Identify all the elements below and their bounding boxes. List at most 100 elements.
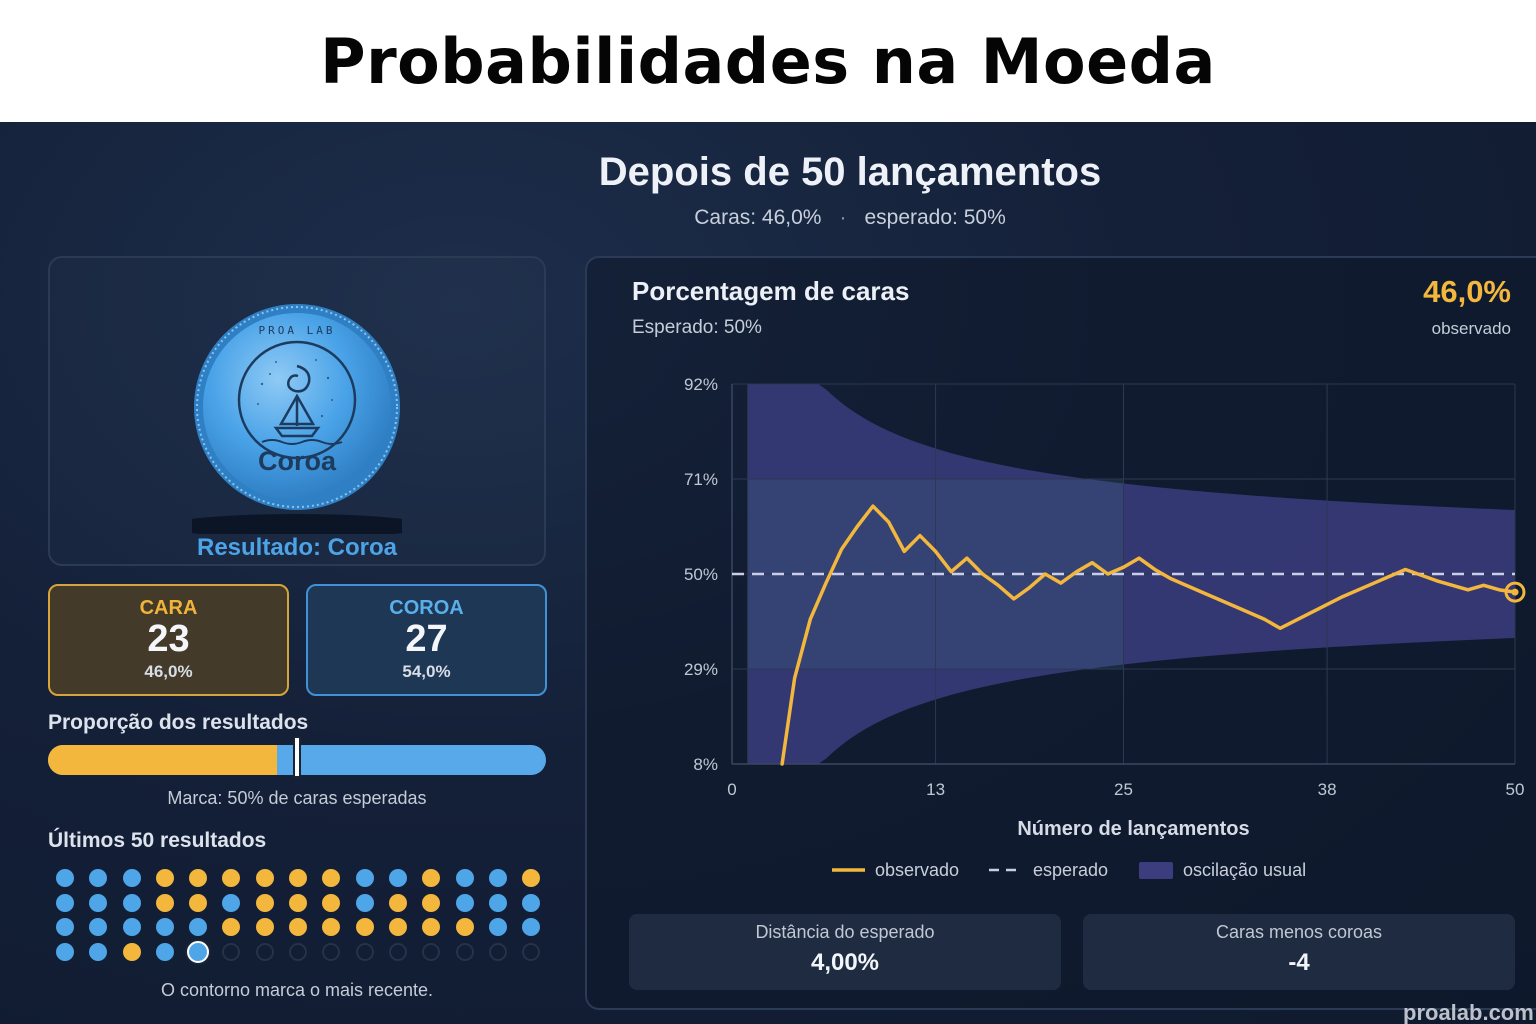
- coin-inner-ring: [237, 340, 357, 460]
- history-dot-tails: [222, 893, 241, 912]
- history-dot-heads: [189, 893, 208, 912]
- tails-count-card: COROA 27 54,0%: [306, 584, 547, 696]
- history-title: Últimos 50 resultados: [48, 829, 267, 852]
- history-dot-empty: [522, 942, 541, 961]
- history-dot-heads: [155, 869, 174, 887]
- proportion-heads-fill: [48, 745, 278, 775]
- y-tick-label: 29%: [684, 660, 718, 679]
- history-dot-heads: [222, 918, 241, 936]
- history-grid: [56, 869, 541, 963]
- history-dot-tails: [488, 869, 507, 887]
- history-dot-empty: [422, 942, 441, 961]
- history-dot-tails: [355, 869, 374, 887]
- coin-brand-text: PROA LAB: [259, 324, 336, 337]
- heads-percent: 46,0%: [144, 661, 193, 681]
- difference-value: -4: [1288, 949, 1310, 976]
- simulation-subtitle: Caras: 46,0% · esperado: 50%: [0, 206, 1536, 230]
- history-dot-empty: [388, 942, 407, 961]
- history-dot-tails: [455, 869, 474, 887]
- history-dot-tails: [522, 918, 541, 936]
- history-dot-tails: [189, 918, 208, 936]
- heads-label: CARA: [139, 597, 198, 619]
- distance-value: 4,00%: [810, 949, 880, 976]
- y-tick-label: 8%: [693, 755, 718, 774]
- separator: ·: [839, 206, 847, 229]
- x-axis-label: Número de lançamentos: [1017, 818, 1249, 840]
- history-dot-tails: [522, 893, 541, 912]
- history-dot-empty: [355, 942, 374, 961]
- star-dots: [257, 359, 333, 418]
- last-point-ring: [1504, 581, 1526, 603]
- history-dot-empty: [455, 942, 474, 961]
- heads-count-card: CARA 23 46,0%: [48, 584, 289, 696]
- history-dot-empty: [255, 942, 274, 961]
- x-tick-label: 0: [727, 780, 736, 799]
- history-dot-heads: [355, 918, 374, 936]
- history-dot-tails: [56, 942, 74, 961]
- coin[interactable]: PROA LAB Coroa: [167, 304, 427, 538]
- history-dot-tails: [122, 869, 141, 887]
- history-dot-tails: [56, 918, 74, 936]
- history-dot-heads: [289, 893, 308, 912]
- history-dot-heads: [388, 893, 407, 912]
- boat-icon: [261, 393, 343, 445]
- y-tick-label: 71%: [684, 470, 718, 489]
- expected-marker: [293, 736, 301, 778]
- coin-shadow: [167, 514, 427, 538]
- watermark: proalab.com: [1403, 1000, 1534, 1024]
- history-dot-heads: [289, 869, 308, 887]
- history-dot-tails: [488, 893, 507, 912]
- history-caption: O contorno marca o mais recente.: [160, 980, 434, 1000]
- coin-graphic: PROA LAB Coroa: [167, 304, 427, 538]
- observed-label: observado: [1431, 319, 1511, 338]
- history-dot-tails: [89, 869, 108, 887]
- history-dot-empty: [322, 942, 341, 961]
- history-dot-tails: [89, 942, 108, 961]
- difference-metric: Caras menos coroas -4: [1083, 914, 1515, 990]
- history-dot-heads: [122, 942, 141, 961]
- app-panel: Depois de 50 lançamentos Caras: 46,0% · es…: [0, 122, 1536, 1024]
- history-dot-heads: [155, 893, 174, 912]
- y-tick-label: 50%: [684, 565, 718, 584]
- distance-metric: Distância do esperado 4,00%: [629, 914, 1061, 990]
- history-dot-heads: [322, 918, 341, 936]
- distance-label: Distância do esperado: [755, 922, 935, 942]
- tails-percent: 54,0%: [402, 661, 451, 681]
- history-dot-heads: [455, 918, 474, 936]
- tails-label: COROA: [389, 597, 464, 619]
- history-dot-tails: [56, 869, 74, 887]
- banner: Probabilidades na Moeda: [0, 0, 1536, 122]
- last-point: [1511, 588, 1519, 596]
- history-dot-empty: [289, 942, 308, 961]
- proportion-title: Proporção dos resultados: [48, 711, 309, 734]
- expected-summary: esperado: 50%: [864, 206, 1006, 229]
- history-dot-heads: [255, 918, 274, 936]
- history-dot-heads: [222, 869, 241, 887]
- simulation-title: Depois de 50 lançamentos: [598, 150, 1102, 194]
- history-dot-heads: [189, 869, 208, 887]
- tails-count: 27: [405, 618, 448, 660]
- history-dot-heads: [422, 918, 441, 936]
- history-dot-heads: [422, 869, 441, 887]
- history-dot-empty: [222, 942, 241, 961]
- x-tick-label: 13: [926, 780, 945, 799]
- history-dot-tails: [122, 893, 141, 912]
- heads-percent-summary: Caras: 46,0%: [694, 206, 822, 229]
- history-dot-tails: [388, 869, 407, 887]
- history-dot-most-recent: [187, 940, 210, 963]
- observed-line: [780, 504, 1517, 766]
- y-tick-label: 92%: [684, 375, 718, 394]
- history-dot-tails: [488, 918, 507, 936]
- history-dot-tails: [56, 893, 74, 912]
- chart-card: 8% 29% 50% 71% 92% 0 13 25 38 50 Número de lançame…: [585, 256, 1536, 1010]
- x-tick-label: 50: [1506, 780, 1525, 799]
- history-dot-heads: [388, 918, 407, 936]
- difference-label: Caras menos coroas: [1215, 922, 1383, 942]
- proportion-caption: Marca: 50% de caras esperadas: [167, 788, 427, 808]
- page-title: Probabilidades na Moeda: [320, 24, 1216, 98]
- spiral-icon: [287, 364, 311, 393]
- result-label: Resultado: Coroa: [196, 534, 397, 561]
- chart-title: Porcentagem de caras: [632, 276, 910, 306]
- legend-band-label: oscilação usual: [1183, 860, 1306, 880]
- x-tick-label: 38: [1318, 780, 1337, 799]
